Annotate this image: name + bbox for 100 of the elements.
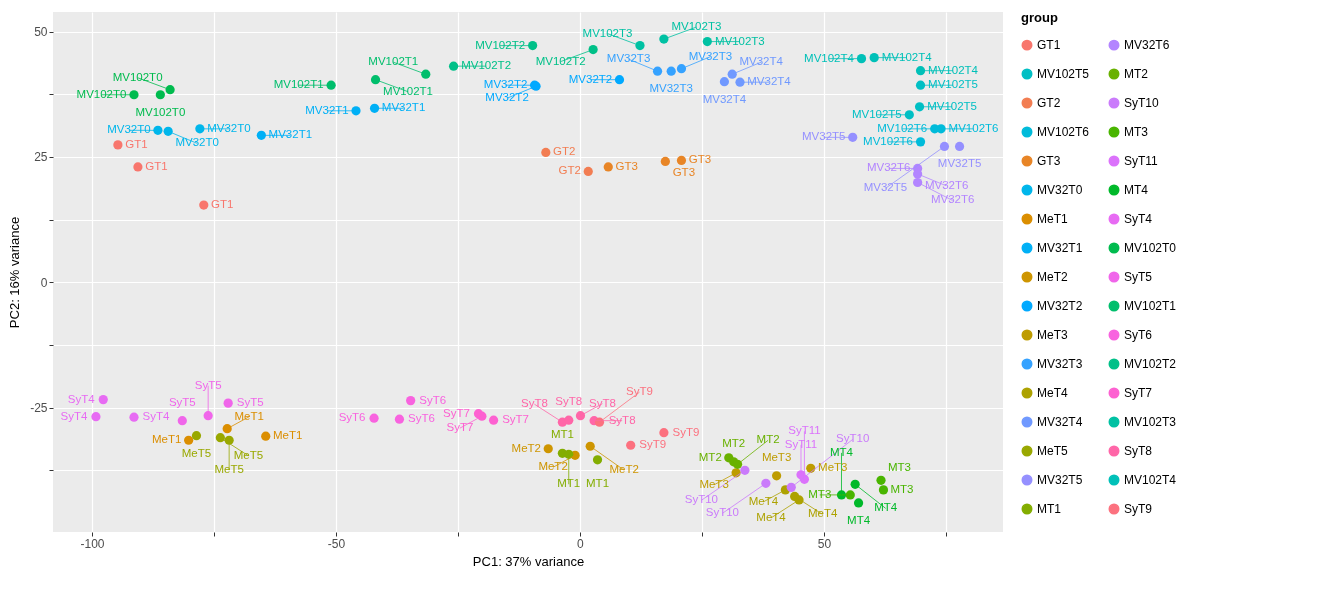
legend-label: SyT5 — [1124, 270, 1153, 284]
text: SyT6 — [338, 411, 366, 424]
text: SyT5 — [168, 395, 196, 408]
text: SyT9 — [639, 438, 667, 451]
text: MeT5 — [233, 448, 264, 461]
text: MV32T0 — [175, 136, 219, 149]
legend-label: SyT11 — [1124, 154, 1159, 168]
legend-title: group — [1021, 10, 1058, 25]
text: MV32T4 — [747, 75, 791, 88]
text: MT4 — [847, 513, 871, 526]
text: MT1 — [586, 476, 610, 489]
text: MeT2 — [511, 441, 541, 454]
text: SyT8 — [589, 396, 616, 409]
text: SyT11 — [788, 424, 821, 437]
legend-label: MV32T1 — [381, 101, 426, 114]
text: MV32T6 — [930, 193, 975, 206]
text: MT4 — [830, 445, 853, 458]
text: GT3 — [688, 153, 712, 166]
legend-label: MV32T4 — [1037, 415, 1083, 429]
text: MV32T0 — [107, 123, 151, 136]
legend-label: SyT4 — [1124, 212, 1153, 226]
text: MT2 — [756, 433, 780, 446]
legend-label: SyT8 — [1124, 444, 1153, 458]
legend-label: MV32T3 — [1037, 357, 1083, 371]
text: MT3 — [888, 461, 912, 474]
legend-label: MV32T6 — [1124, 38, 1170, 53]
legend-label: MT1 — [1037, 502, 1062, 516]
text: SyT4 — [67, 392, 95, 405]
text: MV32T3 — [649, 82, 693, 95]
text: SyT4 — [142, 410, 170, 423]
text: SyT7 — [446, 421, 474, 434]
legend-label: MV32T2 — [1037, 299, 1083, 313]
legend-label: SyT10 — [1124, 96, 1160, 110]
text: MV32T0 — [207, 121, 251, 134]
text: MV102T3 — [582, 26, 633, 39]
legend-label: MV102T4 — [881, 50, 933, 63]
text: MV102T5 — [927, 99, 977, 112]
text: MV102T4 — [804, 51, 854, 64]
text: MV102T1 — [383, 84, 433, 97]
text: MV32T6 — [924, 178, 969, 191]
legend-label: MeT1 — [1037, 212, 1068, 226]
text: GT1 — [211, 198, 234, 211]
text: MV102T6 — [1037, 125, 1090, 139]
legend-label: MV32T0 — [1037, 183, 1083, 197]
text: MeT4 — [756, 510, 786, 523]
text: SyT10 — [836, 432, 870, 445]
text: MV32T2 — [568, 72, 613, 85]
text: MV102T4 — [928, 63, 978, 76]
text: MV102T1 — [273, 78, 324, 91]
legend-label: MeT2 — [1037, 270, 1068, 284]
legend-label: MV102T1 — [1124, 299, 1177, 313]
text: MV32T2 — [483, 78, 528, 91]
x-tick-label: 50 — [817, 536, 832, 551]
text: MV102T5 — [851, 107, 902, 120]
text: MV32T6 — [866, 161, 911, 174]
text: MT1 — [557, 477, 581, 490]
text: MeT5 — [181, 446, 212, 459]
text: MT3 — [890, 482, 914, 495]
text: MV32T1 — [305, 103, 349, 116]
text: GT1 — [145, 159, 168, 172]
text: GT2 — [558, 164, 581, 177]
x-tick-label: 0 — [577, 536, 585, 551]
text: SyT8 — [555, 395, 583, 408]
legend-label: MV102T5 — [1037, 67, 1090, 81]
legend-label: MeT5 — [1037, 444, 1068, 458]
text: MT3 — [808, 487, 832, 500]
y-axis-title: PC2: 16% variance — [7, 216, 23, 329]
text: MeT3 — [761, 450, 792, 463]
legend-label: MT2 — [1124, 67, 1149, 81]
legend-label: GT2 — [1037, 96, 1061, 110]
text: MeT4 — [1037, 386, 1068, 400]
text: MT2 — [722, 436, 746, 449]
text: GT2 — [553, 145, 576, 158]
text: MV102T0 — [76, 87, 127, 100]
text: MeT3 — [699, 477, 729, 490]
text: MV32T4 — [702, 92, 747, 105]
legend-label: MeT3 — [1037, 328, 1068, 342]
text: MV102T6 — [863, 134, 913, 147]
text: SyT5 — [194, 378, 222, 391]
y-tick-label: 0 — [40, 275, 48, 290]
text: SyT4 — [60, 409, 88, 422]
text: MV102T6 — [877, 121, 928, 134]
text: MV102T0 — [135, 105, 186, 118]
text: MV32T5 — [863, 181, 908, 194]
legend-label: SyT9 — [1124, 502, 1153, 516]
legend-label: SyT6 — [1124, 328, 1153, 342]
text: GT3 — [615, 159, 638, 172]
text: SyT9 — [626, 385, 653, 398]
text: GT3 — [672, 166, 696, 179]
text: MeT1 — [151, 433, 182, 446]
legend-label: MV102T0 — [1124, 241, 1177, 255]
text: GT1 — [125, 137, 148, 150]
legend-label: GT3 — [1037, 154, 1061, 168]
legend-label: MV102T3 — [714, 34, 765, 47]
text: MV32T3 — [688, 49, 733, 62]
text: MeT4 — [748, 494, 779, 507]
text: MV102T2 — [535, 54, 586, 67]
y-tick-label: 50 — [34, 25, 48, 40]
legend-label: MT3 — [1124, 125, 1149, 139]
text: MV102T0 — [112, 70, 163, 83]
